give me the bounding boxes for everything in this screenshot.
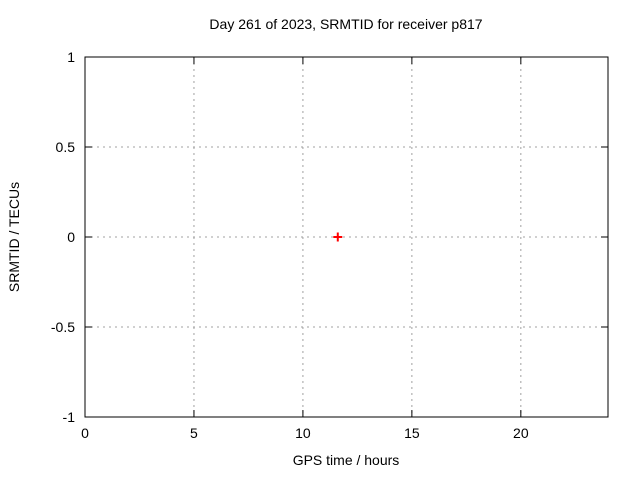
y-tick-label: -0.5: [51, 319, 75, 335]
x-axis-label: GPS time / hours: [292, 452, 400, 468]
x-tick-label: 10: [295, 425, 311, 441]
y-tick-label: 0: [67, 229, 75, 245]
y-tick-label: -1: [63, 409, 76, 425]
plot-border: [84, 56, 609, 418]
chart-title: Day 261 of 2023, SRMTID for receiver p81…: [209, 16, 483, 32]
x-tick-label: 5: [190, 425, 198, 441]
y-tick-label: 0.5: [56, 139, 76, 155]
y-tick-label: 1: [67, 49, 75, 65]
x-tick-label: 20: [513, 425, 529, 441]
x-tick-label: 15: [404, 425, 420, 441]
x-tick-label: 0: [81, 425, 89, 441]
